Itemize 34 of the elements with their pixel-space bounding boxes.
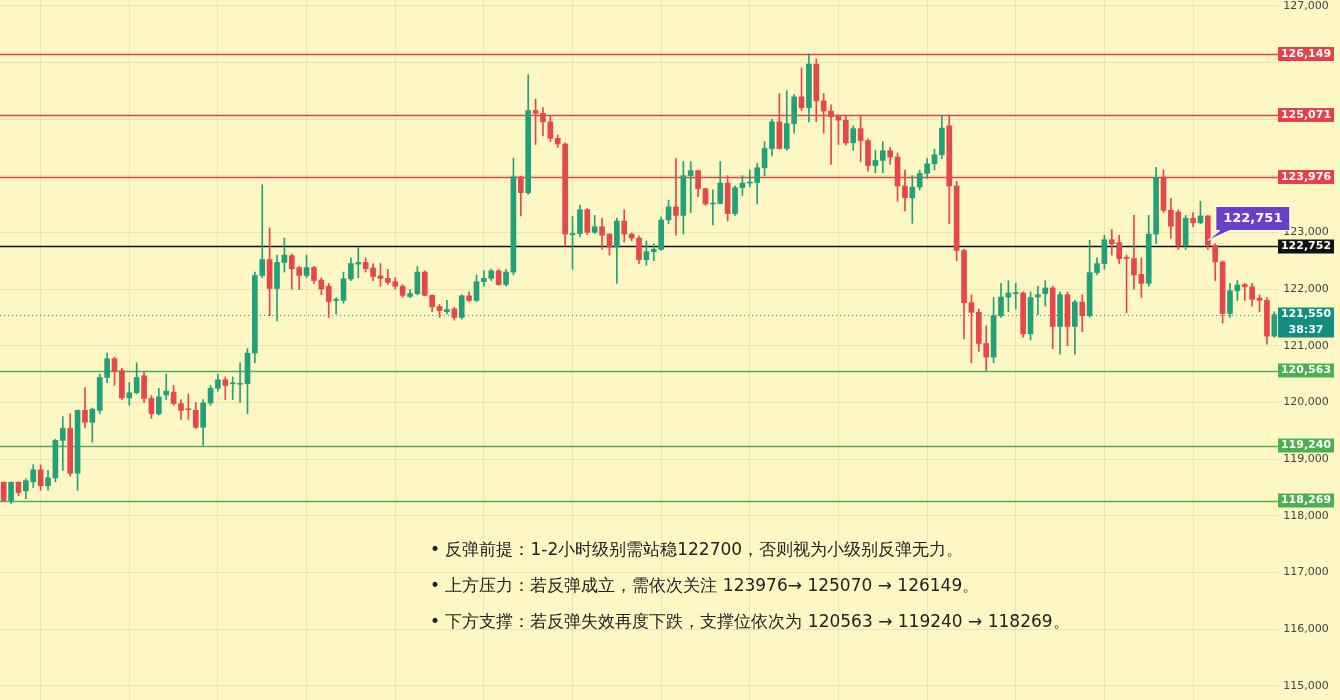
ref-line-label: 125,071	[1280, 107, 1332, 121]
candlestick	[1131, 215, 1137, 290]
text: 38:37	[1288, 323, 1324, 337]
y-tick-label: 117,000	[1283, 565, 1329, 579]
candlestick	[444, 300, 450, 315]
ref-line-label: 118,269	[1280, 493, 1332, 507]
ref-line-label: 120,563	[1280, 363, 1332, 377]
y-tick-label: 121,000	[1283, 338, 1329, 352]
candlestick	[163, 373, 170, 400]
candlestick	[59, 416, 66, 471]
y-tick-label: 123,000	[1283, 225, 1329, 239]
y-tick-label: 115,000	[1283, 678, 1329, 692]
candlestick	[333, 297, 339, 315]
ref-line-label: 123,976	[1280, 169, 1332, 183]
annotation: • 反弹前提：1-2小时级别需站稳122700，否则视为小级别反弹无力。	[430, 538, 965, 560]
annotation: • 上方压力：若反弹成立，需依次关注 123976→ 125070 → 126149。	[430, 574, 981, 596]
ref-line-label: 121,550	[1280, 307, 1332, 321]
candlestick	[1012, 283, 1019, 310]
candlestick	[687, 161, 694, 213]
y-tick-label: 118,000	[1283, 508, 1329, 522]
ref-line-label: 126,149	[1280, 46, 1332, 60]
annotation: 122,751	[1223, 209, 1283, 225]
candlestick	[909, 175, 916, 224]
y-tick-label: 116,000	[1283, 622, 1329, 636]
candlestick	[1035, 285, 1041, 315]
candlestick	[1042, 280, 1049, 307]
ref-line-label: 119,240	[1280, 438, 1332, 452]
candlestick	[126, 382, 133, 406]
y-tick-label: 120,000	[1283, 395, 1329, 409]
ref-line-label: 122,752	[1280, 239, 1332, 253]
annotation: • 下方支撑：若反弹失效再度下跌，支撑位依次为 120563 → 119240 → 118269。	[430, 610, 1070, 632]
y-tick-label: 127,000	[1283, 0, 1329, 12]
y-tick-label: 122,000	[1283, 281, 1329, 295]
y-tick-label: 119,000	[1283, 451, 1329, 465]
